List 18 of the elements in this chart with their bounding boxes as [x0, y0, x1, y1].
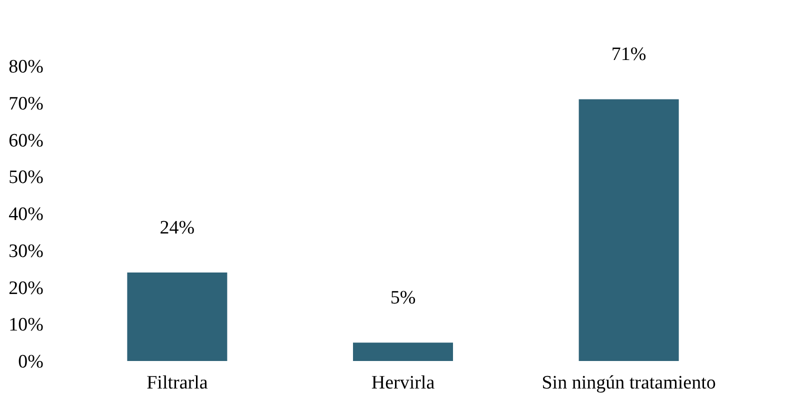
bar: [127, 272, 228, 361]
x-tick-label: Filtrarla: [146, 372, 208, 394]
y-tick-label: 80%: [8, 56, 44, 78]
y-tick-label: 60%: [8, 130, 44, 152]
y-tick-label: 10%: [8, 314, 44, 336]
y-tick-label: 30%: [8, 240, 44, 262]
y-tick-label: 70%: [8, 93, 44, 114]
y-tick-label: 40%: [8, 204, 44, 225]
y-tick-label: 20%: [8, 278, 44, 299]
y-tick-label: 0%: [18, 352, 44, 372]
y-tick-label: 50%: [8, 167, 44, 188]
data-label: 71%: [611, 44, 646, 66]
data-label: 5%: [390, 288, 416, 309]
data-label: 24%: [160, 218, 195, 238]
bar: [578, 99, 679, 361]
bar: [353, 342, 453, 361]
x-tick-label: Sin ningún tratamiento: [542, 372, 716, 394]
x-tick-label: Hervirla: [371, 372, 436, 394]
